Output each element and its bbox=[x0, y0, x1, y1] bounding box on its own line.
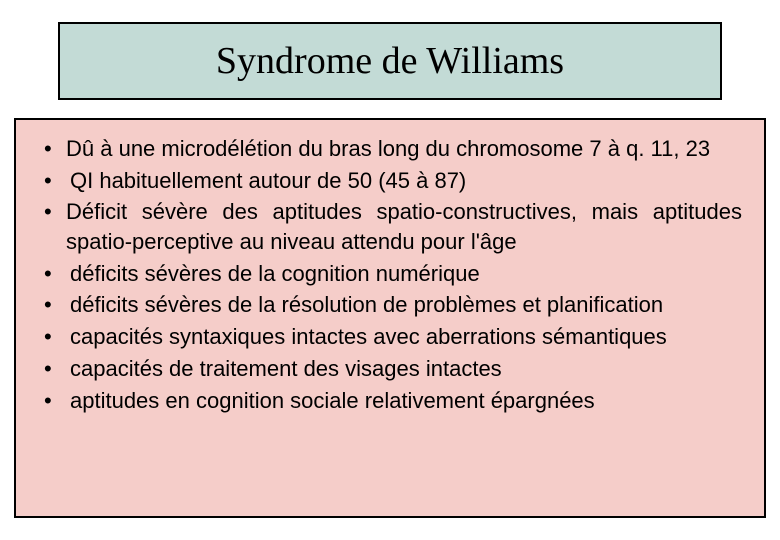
slide-title: Syndrome de Williams bbox=[216, 39, 564, 83]
body-box: Dû à une microdélétion du bras long du c… bbox=[14, 118, 766, 518]
bullet-text: aptitudes en cognition sociale relativem… bbox=[70, 388, 595, 413]
title-box: Syndrome de Williams bbox=[58, 22, 722, 100]
list-item: QI habituellement autour de 50 (45 à 87) bbox=[38, 166, 742, 196]
list-item: déficits sévères de la cognition numériq… bbox=[38, 259, 742, 289]
bullet-list: Dû à une microdélétion du bras long du c… bbox=[38, 134, 742, 415]
list-item: Déficit sévère des aptitudes spatio-cons… bbox=[38, 197, 742, 256]
list-item: capacités de traitement des visages inta… bbox=[38, 354, 742, 384]
list-item: aptitudes en cognition sociale relativem… bbox=[38, 386, 742, 416]
list-item: déficits sévères de la résolution de pro… bbox=[38, 290, 742, 320]
list-item: Dû à une microdélétion du bras long du c… bbox=[38, 134, 742, 164]
bullet-text: capacités syntaxiques intactes avec aber… bbox=[70, 324, 667, 349]
bullet-text: déficits sévères de la résolution de pro… bbox=[70, 292, 663, 317]
bullet-text: QI habituellement autour de 50 (45 à 87) bbox=[70, 168, 466, 193]
list-item: capacités syntaxiques intactes avec aber… bbox=[38, 322, 742, 352]
bullet-text: Dû à une microdélétion du bras long du c… bbox=[66, 136, 710, 161]
bullet-text: Déficit sévère des aptitudes spatio-cons… bbox=[66, 199, 742, 254]
bullet-text: capacités de traitement des visages inta… bbox=[70, 356, 502, 381]
bullet-text: déficits sévères de la cognition numériq… bbox=[70, 261, 480, 286]
